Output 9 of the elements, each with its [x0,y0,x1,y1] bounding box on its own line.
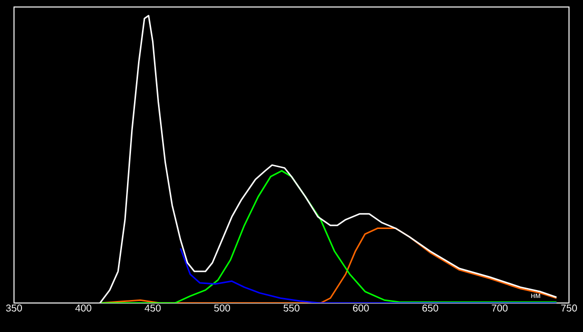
x-tick-label: 650 [422,304,438,312]
x-tick-label: 750 [561,304,577,312]
x-tick-label: 600 [353,304,369,312]
x-tick-label: 550 [284,304,300,312]
x-tick-label: 700 [492,304,508,312]
x-tick-label: 450 [144,304,161,312]
x-tick-label: 500 [214,304,230,312]
x-tick-label: 350 [6,304,22,312]
x-tick-label: 400 [75,304,92,312]
